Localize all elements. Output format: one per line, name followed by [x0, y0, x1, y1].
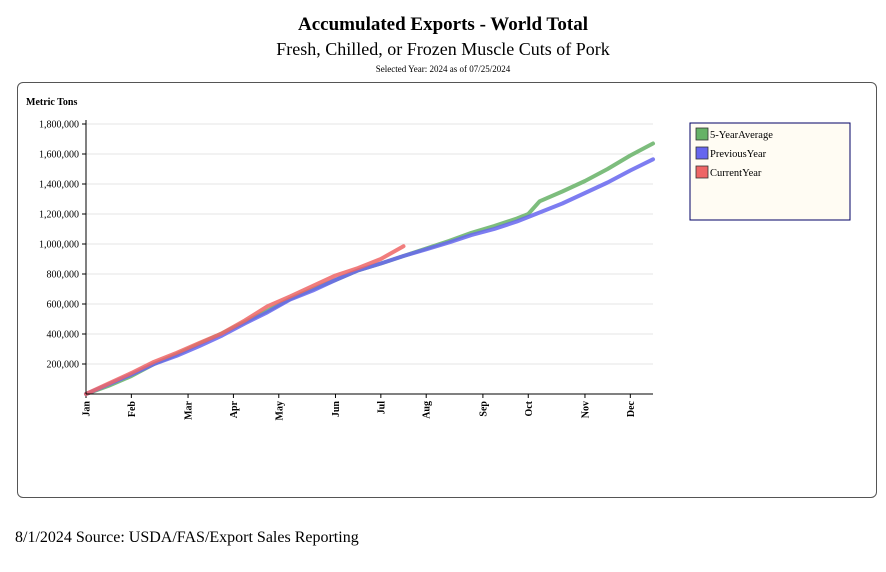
series-lines	[84, 141, 655, 396]
source-footer: 8/1/2024 Source: USDA/FAS/Export Sales R…	[15, 529, 359, 546]
x-tick-label: Sep	[478, 401, 489, 417]
legend-swatch	[695, 146, 709, 160]
legend-label[interactable]: 5-YearAverage	[710, 130, 773, 141]
x-tick-label: Aug	[422, 401, 433, 419]
x-axis-ticks: Jan Feb Mar Apr May Jun Jul Aug Sep Oct Nov Dec	[82, 394, 637, 420]
x-tick-label: Jun	[331, 401, 342, 418]
x-tick-label: Nov	[580, 401, 591, 418]
chart-frame: Metric Tons 200,000 400,000 600,000 800,000…	[17, 82, 877, 498]
y-tick-label: 200,000	[47, 360, 80, 371]
legend-box	[689, 122, 851, 221]
chart-subtitle: Fresh, Chilled, or Frozen Muscle Cuts of…	[276, 39, 610, 59]
y-tick-label: 1,200,000	[39, 210, 79, 221]
x-tick-label: Apr	[229, 400, 240, 418]
legend[interactable]: 5-YearAverage PreviousYear CurrentYear	[689, 122, 851, 221]
y-tick-label: 1,000,000	[39, 240, 79, 251]
x-tick-label: Mar	[184, 400, 195, 419]
y-tick-label: 600,000	[47, 300, 80, 311]
x-tick-label: Dec	[626, 400, 637, 417]
legend-swatch	[695, 127, 709, 141]
y-axis-label: Metric Tons	[26, 97, 77, 108]
line-chart: Metric Tons 200,000 400,000 600,000 800,000…	[26, 97, 851, 420]
series-line-currentyear	[84, 244, 406, 396]
y-tick-label: 1,600,000	[39, 150, 79, 161]
y-tick-label: 800,000	[47, 270, 80, 281]
x-tick-label: Feb	[127, 401, 138, 418]
legend-label[interactable]: PreviousYear	[710, 149, 767, 160]
series-line-previousyear	[84, 157, 655, 396]
selected-year-label: Selected Year: 2024 as of 07/25/2024	[375, 64, 511, 74]
legend-label[interactable]: CurrentYear	[710, 168, 762, 179]
y-tick-label: 1,400,000	[39, 180, 79, 191]
chart-title: Accumulated Exports - World Total	[298, 14, 588, 35]
x-tick-label: Jan	[82, 401, 93, 417]
x-tick-label: Jul	[376, 401, 387, 415]
x-tick-label: May	[274, 401, 285, 420]
y-tick-label: 1,800,000	[39, 120, 79, 131]
y-axis-ticks: 200,000 400,000 600,000 800,000 1,000,000 1,2…	[39, 120, 86, 371]
grid-lines	[86, 123, 653, 365]
legend-swatch	[695, 165, 709, 179]
y-tick-label: 400,000	[47, 330, 80, 341]
x-tick-label: Oct	[524, 400, 535, 416]
